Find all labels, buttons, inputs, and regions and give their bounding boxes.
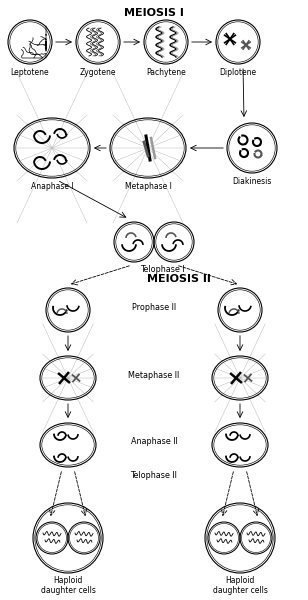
Text: Anaphase II: Anaphase II [131,437,177,446]
Text: Metaphase II: Metaphase II [128,370,180,379]
Text: Zygotene: Zygotene [80,68,116,77]
Text: MEIOSIS I: MEIOSIS I [124,8,184,18]
Text: Diplotene: Diplotene [219,68,257,77]
Text: Metaphase I: Metaphase I [124,182,172,191]
Text: Anaphase I: Anaphase I [31,182,73,191]
Text: Telophase II: Telophase II [131,471,177,480]
Text: Leptotene: Leptotene [11,68,49,77]
Text: Diakinesis: Diakinesis [232,177,272,186]
Text: Prophase II: Prophase II [132,302,176,311]
Text: MEIOSIS II: MEIOSIS II [147,274,211,284]
Text: Telophase I: Telophase I [140,265,184,274]
Text: Haploid
daughter cells: Haploid daughter cells [213,576,267,595]
Text: Haploid
daughter cells: Haploid daughter cells [41,576,95,595]
Text: Pachytene: Pachytene [146,68,186,77]
